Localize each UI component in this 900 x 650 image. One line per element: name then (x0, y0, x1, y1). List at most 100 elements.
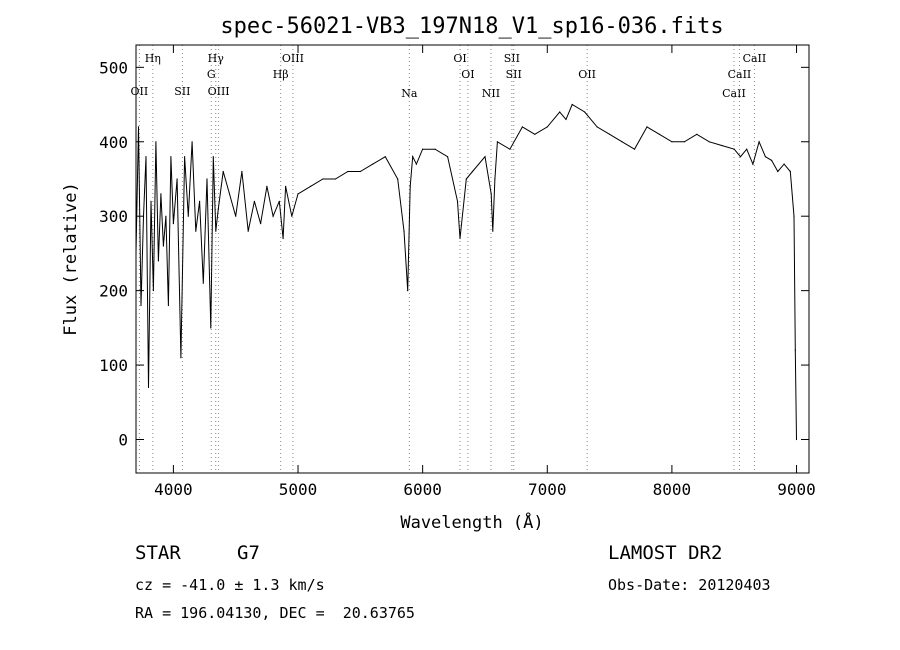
spectral-line-markers: OII Hη SII Hγ G OIII Hβ OIII Na OI OI NII SII SII OII C… (131, 45, 767, 473)
spectrum-point (202, 282, 204, 284)
spectrum-point (646, 126, 648, 128)
spectrum-point (403, 230, 405, 232)
spectral-line-label: CaII (728, 68, 752, 81)
spectral-line-label: Hβ (273, 68, 289, 81)
y-tick-label: 100 (99, 356, 128, 375)
spectrum-point (658, 133, 661, 135)
spectrum-point (217, 208, 219, 210)
spectrum-point (184, 156, 186, 158)
spectrum-point (260, 223, 262, 225)
spectrum-point (783, 163, 785, 165)
x-tick-label: 4000 (154, 480, 193, 499)
spectrum-point (422, 148, 424, 150)
object-class: STAR (135, 542, 181, 564)
spectrum-point (793, 215, 795, 217)
spectrum-point (266, 185, 268, 187)
spectrum-point (215, 230, 217, 232)
spectrum-point (409, 185, 411, 187)
spectrum-point (176, 178, 178, 180)
spectrum-point (285, 185, 287, 187)
spectral-line-label: CaII (743, 52, 767, 65)
spectrum-point (596, 126, 598, 128)
spectrum-line (135, 103, 797, 440)
spectrum-point (199, 200, 201, 202)
spectrum-point (157, 260, 159, 262)
spectrum-point (459, 237, 461, 240)
plot-frame (135, 44, 810, 474)
spectral-line-label: G (207, 68, 216, 81)
spectrum-point (683, 141, 686, 143)
spectrum-point (471, 170, 474, 173)
spectrum-point (633, 148, 636, 150)
spectrum-point (584, 111, 586, 113)
spectrum-point (490, 193, 492, 195)
spectrum-point (484, 156, 486, 158)
spectrum-point (384, 156, 386, 158)
spectrum-series (135, 103, 798, 441)
spectrum-point (309, 185, 312, 187)
spectrum-point (235, 215, 237, 217)
spectral-line-label: CaII (722, 87, 746, 100)
x-tick-label: 8000 (653, 480, 692, 499)
spectral-line-label: Na (401, 87, 418, 100)
spectrum-point (347, 170, 349, 173)
spectrum-point (247, 230, 249, 232)
spectrum-point (758, 141, 760, 143)
spectrum-point (150, 200, 152, 202)
spectrum-point (155, 141, 157, 143)
spectrum-point (534, 133, 536, 135)
spectrum-point (222, 170, 224, 173)
spectrum-point (372, 163, 374, 165)
spectrum-point (180, 357, 182, 359)
spectrum-point (456, 200, 459, 202)
spectrum-point (521, 126, 524, 128)
spectrum-point (147, 386, 150, 388)
spectrum-point (322, 178, 324, 180)
spectrum-point (708, 141, 710, 143)
spectrum-point (291, 215, 293, 217)
spectrum-point (415, 163, 417, 165)
spectrum-point (509, 148, 511, 150)
chart-title: spec-56021-VB3_197N18_V1_sp16-036.fits (220, 14, 723, 39)
spectrum-point (565, 118, 567, 120)
spectrum-point (434, 148, 436, 150)
spectrum-point (137, 126, 140, 128)
spectrum-point (407, 290, 409, 292)
spectrum-point (145, 156, 147, 158)
spectrum-point (771, 159, 773, 161)
spectrum-point (167, 304, 169, 307)
spectrum-point (752, 163, 754, 165)
spectrum-point (739, 156, 742, 158)
spectrum-point (397, 178, 399, 180)
spectrum-point (571, 103, 573, 106)
spectral-line-label: SII (174, 85, 190, 98)
y-tick-label: 300 (99, 207, 128, 226)
spectrum-point (282, 237, 284, 240)
spectrum-point (187, 215, 189, 217)
y-tick-label: 0 (118, 431, 128, 450)
spectrum-point (546, 126, 548, 128)
spectrum-point (195, 230, 197, 232)
spectral-line-label: SII (504, 52, 520, 65)
spectrum-point (160, 193, 162, 195)
spectral-line-label: Hη (145, 52, 161, 65)
spectral-line-label: OIII (282, 52, 304, 65)
survey-name: LAMOST DR2 (608, 542, 723, 564)
spectral-line-label: OII (131, 85, 149, 98)
spectrum-point (297, 193, 299, 195)
spectrum-point (764, 156, 767, 158)
x-tick-label: 6000 (403, 480, 442, 499)
x-axis-label: Wavelength (Å) (400, 511, 543, 533)
spectrum-point (621, 141, 623, 143)
spectrum-point (789, 170, 791, 173)
coordinates: RA = 196.04130, DEC = 20.63765 (135, 604, 415, 622)
spectrum-point (170, 156, 172, 158)
spectrum-point (465, 178, 467, 180)
spectral-line-label: Hγ (208, 52, 225, 65)
spectrum-point (191, 141, 193, 143)
y-tick-label: 400 (99, 133, 128, 152)
obs-date: Obs-Date: 20120403 (608, 576, 771, 594)
spectrum-point (494, 178, 496, 180)
spectrum-point (162, 245, 164, 247)
spectrum-point (172, 223, 174, 225)
